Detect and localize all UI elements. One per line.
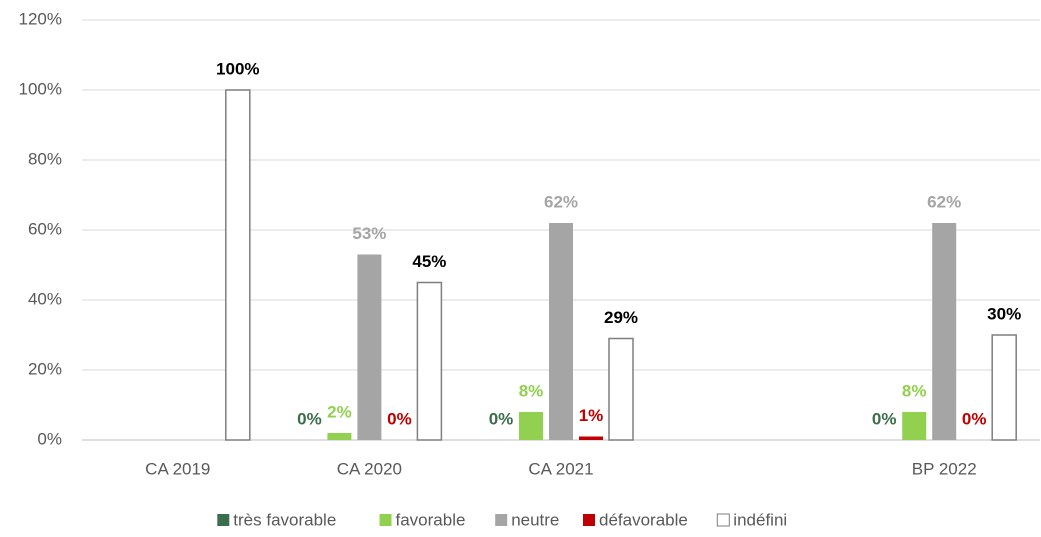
bar	[579, 436, 603, 440]
y-tick-label: 20%	[28, 359, 62, 378]
legend-label: favorable	[396, 510, 466, 529]
value-label: 45%	[412, 252, 446, 271]
bar	[519, 412, 543, 440]
bar	[416, 281, 443, 441]
value-label: 30%	[987, 304, 1021, 323]
value-label: 62%	[927, 192, 961, 211]
legend-swatch	[716, 513, 730, 527]
value-label: 8%	[902, 381, 927, 400]
y-tick-label: 60%	[28, 219, 62, 238]
legend-swatch	[217, 514, 230, 526]
legend-swatch	[495, 514, 508, 526]
legend-label: défavorable	[599, 510, 688, 529]
value-label: 0%	[297, 409, 322, 428]
value-label: 0%	[962, 409, 987, 428]
x-tick-label: CA 2019	[145, 459, 210, 478]
bar	[991, 334, 1017, 441]
bar	[932, 223, 957, 440]
x-tick-label: CA 2020	[337, 459, 402, 478]
value-label: 53%	[352, 224, 386, 243]
value-label: 100%	[216, 59, 259, 78]
bar	[902, 412, 927, 440]
x-tick-label: CA 2021	[528, 459, 593, 478]
x-tick-label: BP 2022	[912, 459, 977, 478]
bar	[549, 223, 573, 440]
value-label: 0%	[489, 409, 514, 428]
legend-label: neutre	[511, 510, 559, 529]
value-label: 8%	[519, 381, 544, 400]
y-tick-label: 0%	[37, 429, 62, 448]
value-label: 1%	[579, 406, 604, 425]
bar	[225, 89, 251, 441]
bar	[608, 337, 634, 441]
y-tick-label: 40%	[28, 289, 62, 308]
bar	[357, 254, 382, 440]
legend-swatch	[583, 514, 595, 526]
y-tick-label: 100%	[19, 79, 62, 98]
value-label: 62%	[544, 192, 578, 211]
legend-label: indéfini	[733, 510, 787, 529]
legend-swatch	[379, 514, 392, 526]
value-label: 29%	[604, 308, 638, 327]
legend-label: très favorable	[233, 510, 336, 529]
value-label: 0%	[872, 409, 897, 428]
bar	[327, 433, 352, 440]
y-tick-label: 120%	[19, 9, 62, 28]
value-label: 2%	[327, 402, 352, 421]
y-tick-label: 80%	[28, 149, 62, 168]
value-label: 0%	[387, 409, 412, 428]
